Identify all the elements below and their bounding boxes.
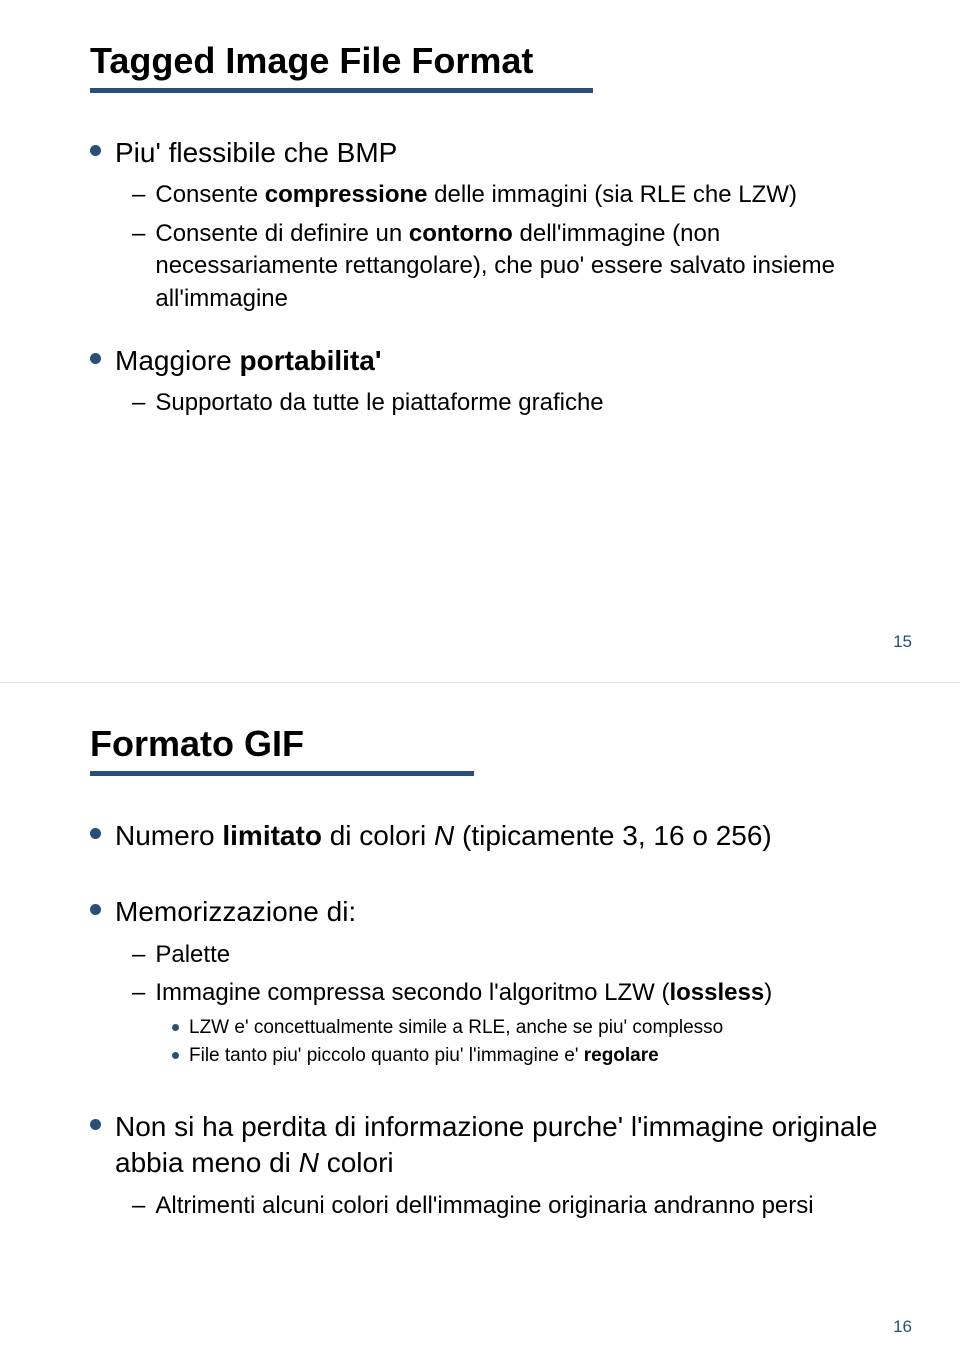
subsub-text: LZW e' concettualmente simile a RLE, anc…	[189, 1016, 723, 1041]
bullet-list: Piu' flessibile che BMP – Consente compr…	[90, 135, 890, 420]
bullet-icon	[90, 904, 101, 915]
sub-text: Consente di definire un contorno dell'im…	[155, 218, 890, 315]
dash-icon: –	[132, 1190, 145, 1222]
sub-item: – Consente di definire un contorno dell'…	[132, 218, 890, 315]
subsub-item: File tanto piu' piccolo quanto piu' l'im…	[172, 1044, 890, 1069]
subsub-text: File tanto piu' piccolo quanto piu' l'im…	[189, 1044, 659, 1069]
bullet-item: Numero limitato di colori N (tipicamente…	[90, 818, 890, 854]
sub-text: Palette	[155, 939, 230, 971]
bullet-icon	[172, 1024, 179, 1031]
bullet-icon	[172, 1052, 179, 1059]
sub-item: – Consente compressione delle immagini (…	[132, 179, 890, 211]
bullet-icon	[90, 1119, 101, 1130]
sub-item: – Immagine compressa secondo l'algoritmo…	[132, 977, 890, 1069]
slide-gif: Formato GIF Numero limitato di colori N …	[0, 683, 960, 1367]
sub-item: – Altrimenti alcuni colori dell'immagine…	[132, 1190, 890, 1222]
subsub-item: LZW e' concettualmente simile a RLE, anc…	[172, 1016, 890, 1041]
bullet-icon	[90, 828, 101, 839]
sub-text: Immagine compressa secondo l'algoritmo L…	[155, 977, 772, 1009]
dash-icon: –	[132, 387, 145, 419]
bullet-item: Piu' flessibile che BMP – Consente compr…	[90, 135, 890, 315]
bullet-icon	[90, 145, 101, 156]
page-number: 16	[893, 1317, 912, 1337]
sub-text: Altrimenti alcuni colori dell'immagine o…	[155, 1190, 813, 1222]
bullet-text: Maggiore portabilita'	[115, 343, 382, 379]
sub-text: Supportato da tutte le piattaforme grafi…	[155, 387, 603, 419]
bullet-item: Non si ha perdita di informazione purche…	[90, 1109, 890, 1222]
slide-tiff: Tagged Image File Format Piu' flessibile…	[0, 0, 960, 683]
page-number: 15	[893, 632, 912, 652]
bullet-text: Numero limitato di colori N (tipicamente…	[115, 818, 772, 854]
sub-text: Consente compressione delle immagini (si…	[155, 179, 797, 211]
sub-item: – Supportato da tutte le piattaforme gra…	[132, 387, 890, 419]
bullet-list: Numero limitato di colori N (tipicamente…	[90, 818, 890, 1222]
bullet-text: Memorizzazione di:	[115, 894, 356, 930]
slide-title: Formato GIF	[90, 723, 474, 776]
dash-icon: –	[132, 939, 145, 971]
dash-icon: –	[132, 179, 145, 211]
sub-item: – Palette	[132, 939, 890, 971]
dash-icon: –	[132, 218, 145, 250]
bullet-text: Non si ha perdita di informazione purche…	[115, 1109, 890, 1182]
bullet-item: Memorizzazione di: – Palette – Immagine …	[90, 894, 890, 1069]
bullet-icon	[90, 353, 101, 364]
bullet-item: Maggiore portabilita' – Supportato da tu…	[90, 343, 890, 420]
slide-title: Tagged Image File Format	[90, 40, 593, 93]
bullet-text: Piu' flessibile che BMP	[115, 135, 397, 171]
dash-icon: –	[132, 977, 145, 1009]
